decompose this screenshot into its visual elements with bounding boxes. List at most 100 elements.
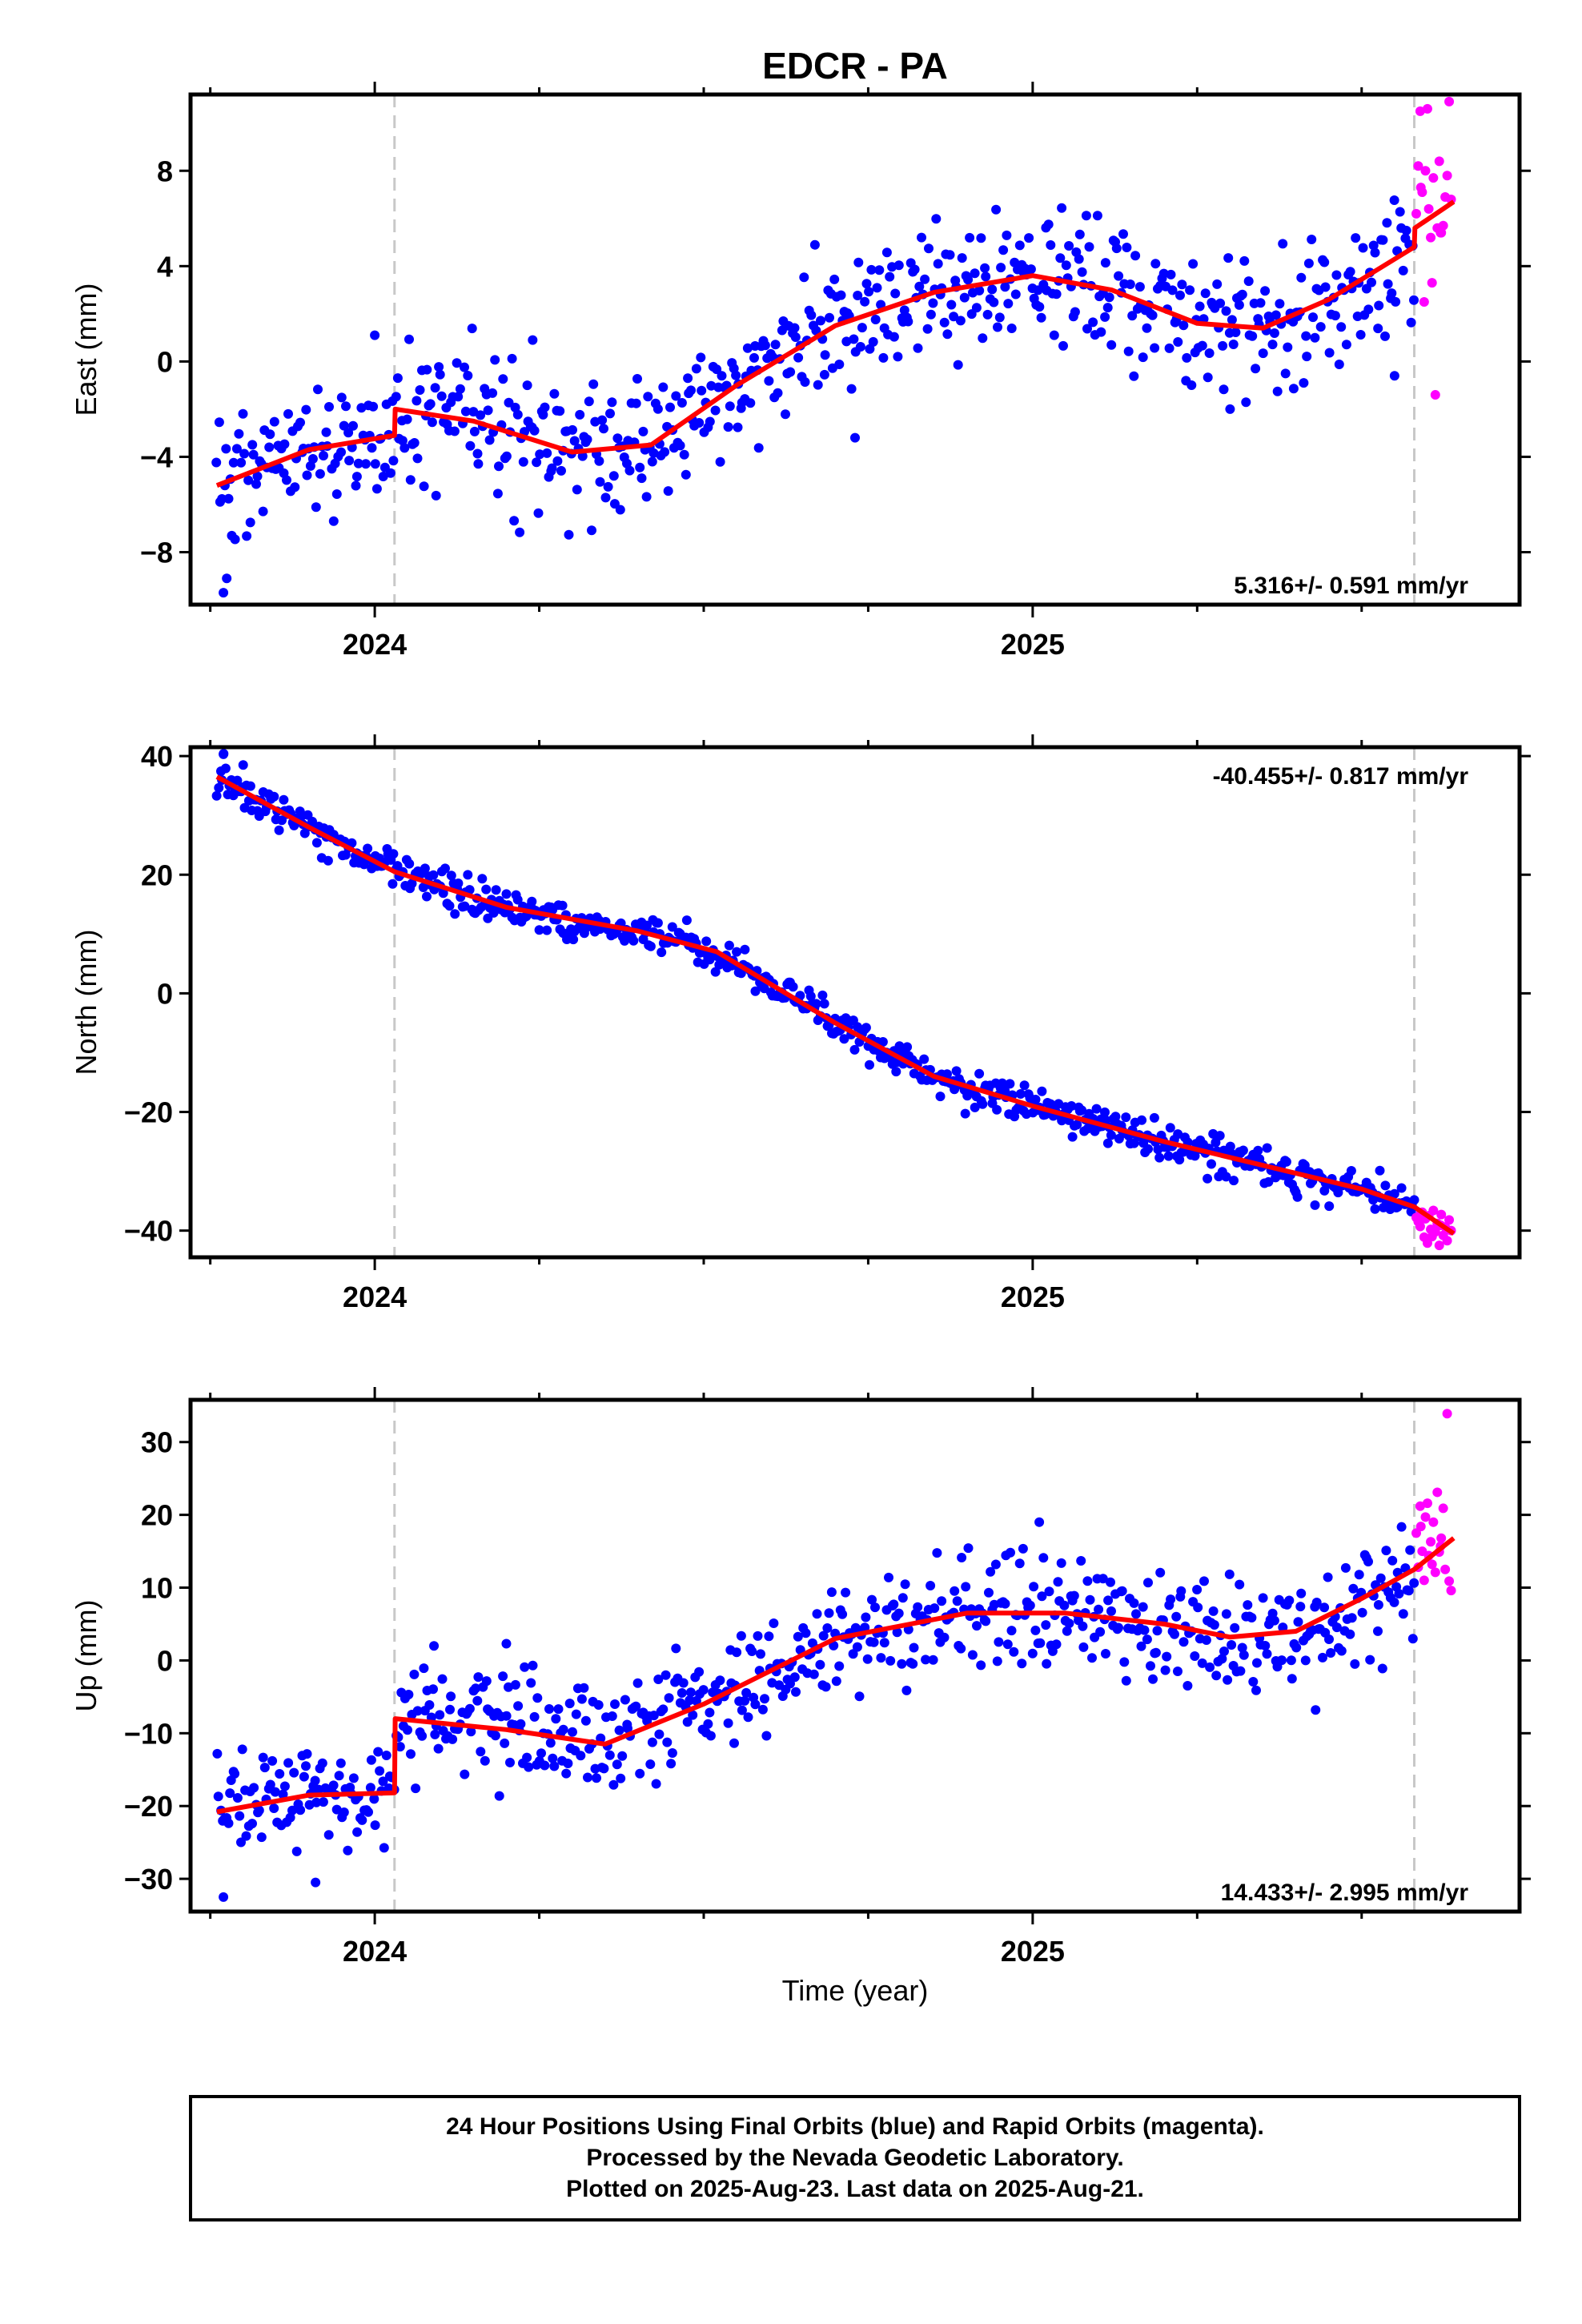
up-final-point xyxy=(1243,1600,1253,1610)
footer-line-1: 24 Hour Positions Using Final Orbits (bl… xyxy=(446,2113,1264,2140)
up-final-point xyxy=(494,1791,504,1801)
up-final-point xyxy=(617,1751,628,1761)
up-rapid-point xyxy=(1442,1409,1452,1419)
east-final-point xyxy=(1064,241,1074,251)
north-final-point xyxy=(463,870,473,880)
east-final-point xyxy=(1084,242,1094,252)
up-final-point xyxy=(1350,1659,1360,1669)
up-rapid-point xyxy=(1440,1564,1451,1574)
east-rapid-point xyxy=(1413,161,1423,171)
north-final-point xyxy=(542,925,552,935)
east-final-point xyxy=(1296,272,1307,283)
up-final-point xyxy=(446,1691,456,1702)
up-final-point xyxy=(1152,1626,1162,1636)
up-final-point xyxy=(471,1683,481,1694)
up-rapid-point xyxy=(1422,1498,1432,1509)
east-final-point xyxy=(507,353,517,364)
up-final-point xyxy=(302,1749,312,1759)
up-final-point xyxy=(1357,1607,1367,1618)
east-final-point xyxy=(819,369,829,380)
up-final-point xyxy=(343,1845,353,1856)
north-final-point xyxy=(1163,1151,1174,1161)
east-final-point xyxy=(575,409,585,420)
up-final-point xyxy=(1044,1586,1054,1597)
east-final-point xyxy=(409,438,420,448)
east-final-point xyxy=(552,456,563,466)
east-final-point xyxy=(1122,243,1132,252)
east-final-point xyxy=(603,481,613,492)
east-final-point xyxy=(957,253,967,263)
up-final-point xyxy=(723,1718,733,1728)
up-final-point xyxy=(579,1683,589,1693)
east-final-point xyxy=(836,290,846,300)
up-final-point xyxy=(732,1647,742,1658)
up-rapid-point xyxy=(1427,1559,1437,1570)
east-final-point xyxy=(243,475,254,485)
up-final-point xyxy=(952,1596,962,1606)
east-y-tick-label: −4 xyxy=(140,440,173,473)
up-final-point xyxy=(1042,1659,1052,1669)
up-final-point xyxy=(1398,1609,1408,1619)
north-final-point xyxy=(1253,1145,1263,1156)
east-final-point xyxy=(392,373,403,384)
north-final-point xyxy=(852,1022,862,1032)
north-y-axis-label: North (mm) xyxy=(70,930,102,1076)
north-final-point xyxy=(1215,1131,1225,1141)
up-final-point xyxy=(561,1768,572,1779)
up-final-point xyxy=(651,1779,661,1789)
east-final-point xyxy=(917,232,926,243)
north-final-point xyxy=(407,879,417,889)
east-final-point xyxy=(806,310,817,320)
east-final-point xyxy=(1014,240,1025,251)
east-final-point xyxy=(1310,332,1320,343)
up-final-point xyxy=(623,1723,632,1734)
east-final-point xyxy=(970,268,980,279)
east-final-point xyxy=(971,303,982,313)
east-final-point xyxy=(572,485,582,495)
up-final-point xyxy=(879,1638,889,1648)
up-final-point xyxy=(1029,1582,1039,1592)
north-panel: −40 −20 0 20 40 2024 2025 North (mm) -40.455+/- … xyxy=(70,734,1531,1313)
up-final-point xyxy=(1002,1639,1013,1650)
up-final-point xyxy=(370,1820,380,1831)
up-final-point xyxy=(1260,1641,1271,1651)
north-final-point xyxy=(238,760,248,770)
east-final-point xyxy=(492,489,503,499)
up-final-point xyxy=(522,1752,532,1763)
north-final-point xyxy=(960,1108,970,1119)
up-final-point xyxy=(1227,1640,1237,1650)
up-final-point xyxy=(501,1711,512,1721)
up-final-point xyxy=(620,1695,630,1705)
up-final-point xyxy=(705,1731,716,1741)
east-final-point xyxy=(222,573,232,584)
east-rapid-point xyxy=(1415,106,1425,116)
up-final-point xyxy=(580,1715,591,1726)
east-final-point xyxy=(1061,260,1071,271)
east-final-point xyxy=(789,323,800,333)
east-final-point xyxy=(1150,343,1160,353)
up-final-point xyxy=(411,1783,421,1794)
north-final-point xyxy=(1165,1123,1175,1133)
up-final-point xyxy=(1136,1641,1146,1651)
up-final-point xyxy=(1121,1675,1131,1686)
up-final-point xyxy=(1041,1620,1051,1630)
east-final-point xyxy=(469,426,480,436)
north-final-point xyxy=(1190,1151,1200,1161)
up-final-point xyxy=(893,1608,904,1618)
east-final-point xyxy=(1258,348,1268,359)
east-final-point xyxy=(1320,282,1331,292)
up-y-tick-label: 10 xyxy=(141,1572,173,1605)
up-final-point xyxy=(1345,1629,1355,1639)
up-final-point xyxy=(259,1763,270,1773)
up-final-point xyxy=(1396,1522,1407,1532)
east-final-point xyxy=(230,534,240,545)
east-final-point xyxy=(600,493,611,503)
east-final-point xyxy=(1127,311,1138,321)
east-final-point xyxy=(764,376,774,386)
up-final-point xyxy=(1403,1586,1414,1596)
east-final-point xyxy=(974,285,985,296)
up-final-point xyxy=(576,1751,586,1761)
up-final-point xyxy=(1146,1661,1155,1671)
east-final-point xyxy=(924,243,934,254)
